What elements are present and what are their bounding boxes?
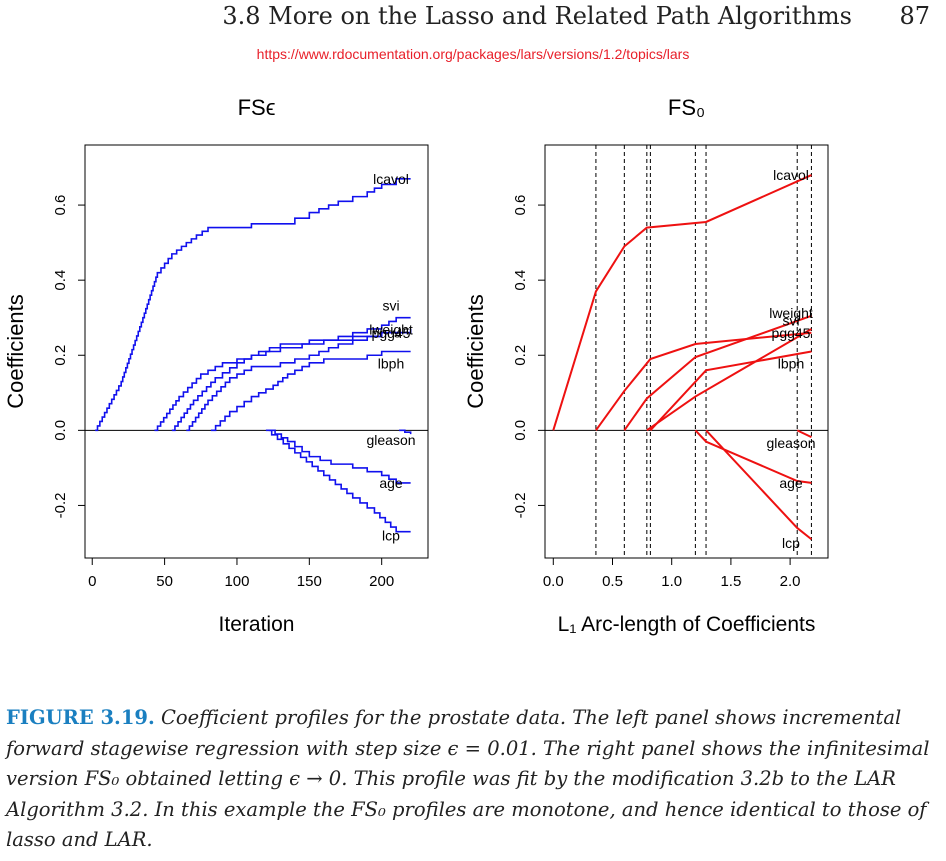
right-series-label-pgg45: pgg45 — [772, 325, 811, 341]
right-series-line-lcavol — [552, 174, 812, 431]
right-y-axis-label: Coefficients — [463, 294, 488, 409]
figure-svg: FSϵ 0 50 100 150 200 -0.2 0.0 0.2 0.4 0.6 Iteration… — [3, 95, 829, 636]
left-y-axis-label: Coefficients — [3, 294, 28, 409]
left-series-line-gleason — [399, 429, 412, 435]
caption-label: FIGURE 3.19. — [6, 706, 155, 729]
right-x-axis-label: L₁ Arc-length of Coefficients — [558, 613, 816, 636]
right-panel-title: FS₀ — [668, 95, 705, 120]
right-y-tick-label: 0.4 — [512, 270, 529, 291]
right-series-line-lbph — [649, 350, 812, 432]
right-series-label-gleason: gleason — [766, 435, 815, 451]
page-number: 87 — [899, 2, 930, 30]
left-series-line-age — [268, 429, 411, 484]
left-x-axis-label: Iteration — [219, 613, 295, 636]
left-series-label-lcp: lcp — [382, 528, 400, 544]
left-series-label-lbph: lbph — [378, 356, 404, 372]
right-series-label-lweight: lweight — [769, 305, 813, 321]
left-series-line-lcp — [265, 429, 411, 533]
right-series-line-gleason — [796, 429, 812, 439]
left-panel-title: FSϵ — [238, 95, 276, 120]
right-plot-frame — [544, 144, 829, 559]
right-series-label-age: age — [779, 475, 803, 491]
left-series-line-lcavol — [95, 177, 411, 432]
right-series-label-lbph: lbph — [778, 356, 804, 372]
right-x-tick-label: 1.0 — [661, 573, 682, 590]
right-series-label-lcavol: lcavol — [773, 167, 809, 183]
right-x-tick-label: 1.5 — [720, 573, 741, 590]
left-plot-frame — [84, 144, 429, 559]
right-series-line-lweight — [623, 314, 812, 431]
left-x-tick-label: 200 — [369, 573, 394, 590]
figure-caption: FIGURE 3.19. Coefficient profiles for th… — [6, 703, 936, 856]
right-series-line-lcp — [705, 429, 813, 541]
right-x-tick-label: 0.0 — [543, 573, 564, 590]
right-x-tick-label: 2.0 — [780, 573, 801, 590]
running-head-title: 3.8 More on the Lasso and Related Path A… — [222, 2, 852, 30]
right-series-label-svi: svi — [782, 313, 799, 329]
left-series-label-lcavol: lcavol — [373, 171, 409, 187]
left-series-label-svi: svi — [382, 298, 399, 314]
right-y-tick-label: -0.2 — [512, 493, 529, 519]
left-series-label-lweight: lweight — [369, 322, 413, 338]
right-series-line-age — [694, 429, 812, 484]
left-x-tick-label: 150 — [297, 573, 322, 590]
left-series-line-svi — [154, 316, 411, 432]
right-y-tick-label: 0.2 — [512, 345, 529, 366]
right-series-line-pgg45 — [646, 328, 812, 432]
right-x-tick-label: 0.5 — [602, 573, 623, 590]
left-series-label-pgg45: pgg45 — [372, 325, 411, 341]
left-series-label-age: age — [379, 475, 403, 491]
left-y-tick-label: 0.2 — [52, 345, 69, 366]
caption-text: Coefficient profiles for the prostate da… — [6, 706, 930, 851]
left-series-label-gleason: gleason — [366, 432, 415, 448]
left-x-tick-label: 100 — [224, 573, 249, 590]
right-y-tick-label: 0.6 — [512, 195, 529, 216]
left-series-line-lbph — [210, 350, 411, 432]
left-y-tick-label: 0.0 — [52, 420, 69, 441]
left-x-tick-label: 0 — [88, 573, 96, 590]
left-y-tick-label: -0.2 — [52, 493, 69, 519]
right-series-line-svi — [595, 331, 812, 431]
right-series-label-lcp: lcp — [782, 535, 800, 551]
left-series-line-pgg45 — [186, 328, 412, 432]
left-y-tick-label: 0.6 — [52, 195, 69, 216]
left-y-tick-label: 0.4 — [52, 270, 69, 291]
left-series-line-lweight — [171, 331, 411, 432]
right-panel: FS₀ 0.0 0.5 1.0 1.5 2.0 -0.2 0.0 0.2 0.4 0.6 L₁ Arc… — [463, 95, 829, 636]
right-y-tick-label: 0.0 — [512, 420, 529, 441]
source-url-link[interactable]: https://www.rdocumentation.org/packages/… — [256, 46, 690, 62]
left-x-tick-label: 50 — [156, 573, 173, 590]
left-panel: FSϵ 0 50 100 150 200 -0.2 0.0 0.2 0.4 0.6 Iteration… — [3, 95, 429, 636]
